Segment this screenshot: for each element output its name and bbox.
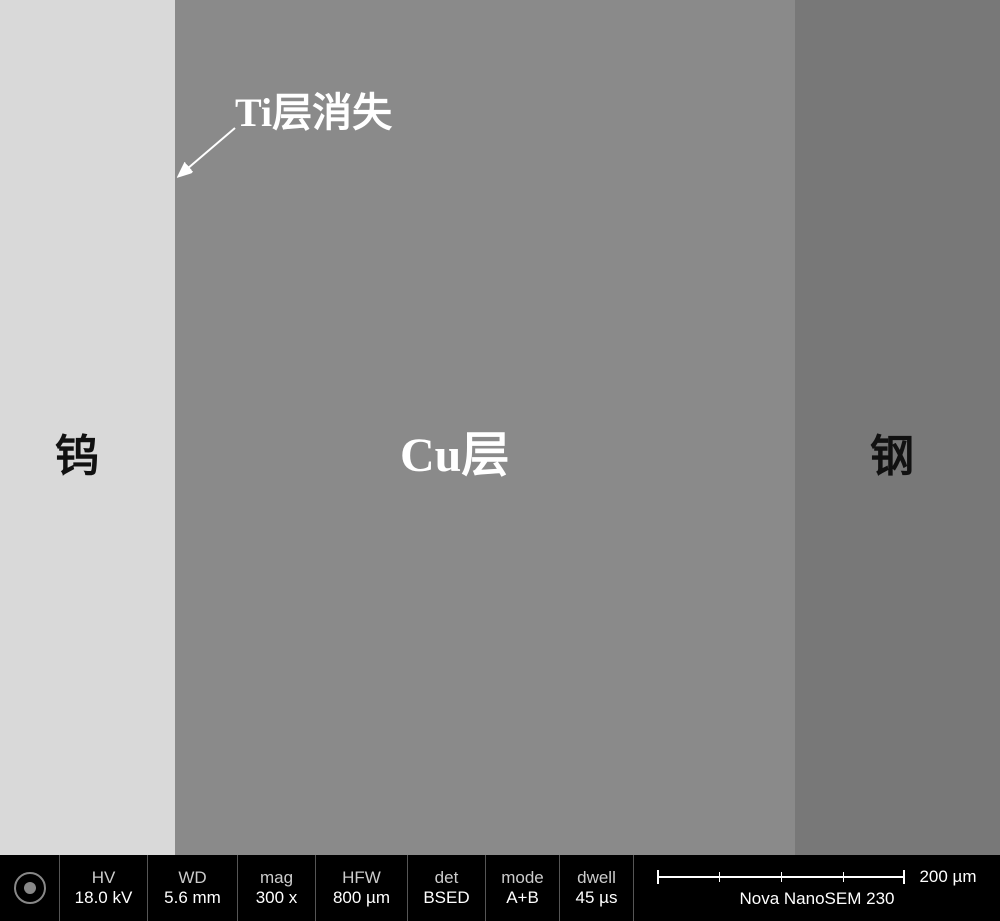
param-wd-value: 5.6 mm xyxy=(164,888,221,908)
param-hv: HV 18.0 kV xyxy=(60,855,148,921)
param-mag-value: 300 x xyxy=(256,888,298,908)
param-dwell-value: 45 µs xyxy=(576,888,618,908)
scale-bar-cell: 200 µm Nova NanoSEM 230 xyxy=(634,855,1000,921)
instrument-name: Nova NanoSEM 230 xyxy=(740,889,895,909)
param-mag: mag 300 x xyxy=(238,855,316,921)
label-cu: Cu层 xyxy=(400,415,509,485)
param-det: det BSED xyxy=(408,855,486,921)
param-mode: mode A+B xyxy=(486,855,560,921)
param-wd-label: WD xyxy=(178,868,206,888)
manufacturer-logo xyxy=(0,855,60,921)
annotation-ti-layer: Ti层消失 xyxy=(235,80,392,138)
sem-micrograph: 钨 Cu层 钢 Ti层消失 xyxy=(0,0,1000,855)
sem-parameter-bar: HV 18.0 kV WD 5.6 mm mag 300 x HFW 800 µ… xyxy=(0,855,1000,921)
fei-logo-icon xyxy=(13,871,47,905)
param-det-value: BSED xyxy=(423,888,469,908)
param-hfw: HFW 800 µm xyxy=(316,855,408,921)
param-dwell: dwell 45 µs xyxy=(560,855,634,921)
param-det-label: det xyxy=(435,868,459,888)
scale-bar-label: 200 µm xyxy=(919,867,976,887)
param-wd: WD 5.6 mm xyxy=(148,855,238,921)
param-hfw-value: 800 µm xyxy=(333,888,390,908)
param-dwell-label: dwell xyxy=(577,868,616,888)
param-mode-value: A+B xyxy=(506,888,539,908)
param-hfw-label: HFW xyxy=(342,868,381,888)
label-steel: 钢 xyxy=(870,420,914,484)
param-mode-label: mode xyxy=(501,868,544,888)
param-mag-label: mag xyxy=(260,868,293,888)
label-tungsten: 钨 xyxy=(55,420,99,484)
scale-bar xyxy=(657,876,905,878)
param-hv-value: 18.0 kV xyxy=(75,888,133,908)
param-hv-label: HV xyxy=(92,868,116,888)
